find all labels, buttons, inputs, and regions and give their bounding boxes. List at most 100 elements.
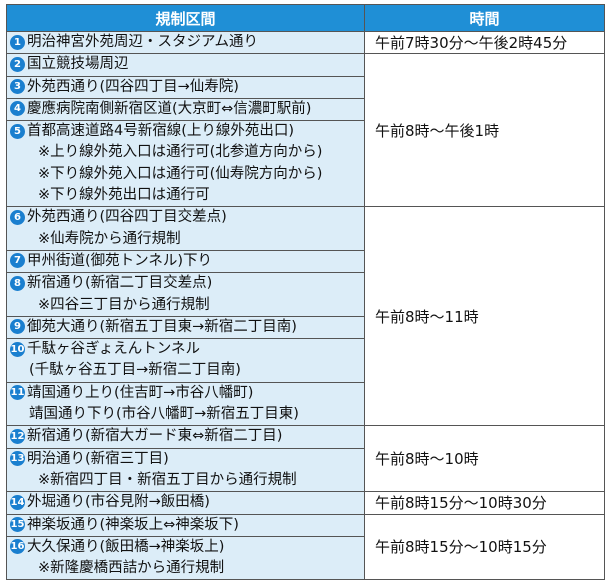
table-row: 10 千駄ヶ谷ぎょえんトンネル (千駄ヶ谷五丁目→新宿二丁目南) (6, 338, 605, 383)
number-badge: 7 (10, 253, 25, 269)
number-badge: 2 (10, 56, 25, 72)
section-text: 外苑西通り(四谷四丁目→仙寿院) (27, 78, 239, 95)
section-line: 11 靖国通り上り(住吉町→市谷八幡町) (10, 383, 361, 404)
section-line: 8 新宿通り(新宿二丁目交差点) (10, 273, 361, 294)
section-line: ※新宿四丁目・新宿五丁目から通行規制 (38, 471, 297, 488)
number-badge: 15 (10, 517, 25, 533)
section-line: ※新隆慶橋西詰から通行規制 (38, 560, 225, 577)
section-line: ※仙寿院から通行規制 (38, 230, 181, 247)
section-text: 国立競技場周辺 (27, 56, 129, 73)
number-badge: 10 (10, 341, 25, 357)
section-cell: 2 国立競技場周辺 (6, 53, 365, 77)
section-text: 御苑大通り(新宿五丁目東→新宿二丁目南) (27, 318, 297, 335)
table-row: 1 明治神宮外苑周辺・スタジアム通り 午前7時30分～午後2時45分 (6, 30, 605, 55)
section-text: 外堀通り(市谷見附→飯田橋) (27, 494, 210, 511)
section-line: ※下り線外苑出口は通行可 (38, 187, 210, 204)
section-line: 3 外苑西通り(四谷四丁目→仙寿院) (10, 77, 361, 98)
table-row: 13 明治通り(新宿三丁目) ※新宿四丁目・新宿五丁目から通行規制 (6, 447, 605, 493)
section-text: 慶應病院南側新宿区道(大京町⇔信濃町駅前) (27, 100, 312, 117)
section-cell: 8 新宿通り(新宿二丁目交差点) ※四谷三丁目から通行規制 (6, 272, 365, 317)
section-line: 5 首都高速道路4号新宿線(上り線外苑出口) (10, 121, 361, 142)
table-row: 7 甲州街道(御苑トンネル)下り (6, 249, 605, 274)
time-cell: 午前7時30分～午後2時45分 (364, 30, 605, 55)
section-cell: 16 大久保通り(飯田橋→神楽坂上) ※新隆慶橋西詰から通行規制 (6, 535, 365, 580)
table-row: 5 首都高速道路4号新宿線(上り線外苑出口) ※上り線外苑入口は通行可(北参道方向か… (6, 120, 605, 208)
header-row: 規制区間 時間 (6, 4, 605, 32)
section-cell: 6 外苑西通り(四谷四丁目交差点) ※仙寿院から通行規制 (6, 206, 365, 251)
number-badge: 12 (10, 428, 25, 444)
section-cell: 12 新宿通り(新宿大ガード東⇔新宿二丁目) (6, 425, 365, 449)
section-text: 靖国通り上り(住吉町→市谷八幡町) (27, 384, 254, 401)
time-cell: 午前8時～10時 (364, 425, 605, 493)
number-badge: 3 (10, 79, 25, 95)
number-badge: 1 (10, 34, 25, 50)
number-badge: 13 (10, 451, 25, 467)
number-badge: 14 (10, 494, 25, 510)
number-badge: 9 (10, 319, 25, 335)
section-line: 9 御苑大通り(新宿五丁目東→新宿二丁目南) (10, 317, 361, 338)
section-line: ※下り線外苑入口は通行可(仙寿院方向から) (38, 165, 323, 182)
header-cell: 時間 (364, 4, 605, 32)
section-line: 7 甲州街道(御苑トンネル)下り (10, 251, 361, 272)
section-line: 2 国立競技場周辺 (10, 54, 361, 75)
table-row: 4 慶應病院南側新宿区道(大京町⇔信濃町駅前) (6, 97, 605, 122)
section-text: 大久保通り(飯田橋→神楽坂上) (27, 538, 225, 555)
section-line: 10 千駄ヶ谷ぎょえんトンネル (10, 339, 361, 360)
section-text: 千駄ヶ谷ぎょえんトンネル (27, 341, 200, 358)
section-line: (千駄ヶ谷五丁目→新宿二丁目南) (29, 362, 241, 379)
time-cell: 午前8時～11時 (364, 206, 605, 427)
section-line: 16 大久保通り(飯田橋→神楽坂上) (10, 537, 361, 558)
table-row: 3 外苑西通り(四谷四丁目→仙寿院) (6, 75, 605, 99)
section-line: 12 新宿通り(新宿大ガード東⇔新宿二丁目) (10, 426, 361, 447)
section-cell: 13 明治通り(新宿三丁目) ※新宿四丁目・新宿五丁目から通行規制 (6, 447, 365, 493)
section-cell: 11 靖国通り上り(住吉町→市谷八幡町) 靖国通り下り(市谷八幡町→新宿五丁目東) (6, 381, 365, 427)
section-line: ※上り線外苑入口は通行可(北参道方向から) (38, 144, 323, 161)
time-cell: 午前8時～午後1時 (364, 53, 605, 208)
section-cell: 1 明治神宮外苑周辺・スタジアム通り (6, 30, 365, 55)
time-cell: 午前8時15分～10時30分 (364, 491, 605, 515)
section-cell: 3 外苑西通り(四谷四丁目→仙寿院) (6, 75, 365, 99)
table-body: 1 明治神宮外苑周辺・スタジアム通り 午前7時30分～午後2時45分 2 国立競技場周辺… (6, 30, 605, 580)
section-line: ※四谷三丁目から通行規制 (38, 296, 210, 313)
table-row: 12 新宿通り(新宿大ガード東⇔新宿二丁目) 午前8時～10時 (6, 425, 605, 493)
table-row: 16 大久保通り(飯田橋→神楽坂上) ※新隆慶橋西詰から通行規制 (6, 535, 605, 580)
regulation-table: 規制区間 時間 1 明治神宮外苑周辺・スタジアム通り 午前7時30分～午後2時45分… (6, 4, 605, 580)
section-text: 外苑西通り(四谷四丁目交差点) (27, 209, 227, 226)
number-badge: 8 (10, 275, 25, 291)
section-text: 甲州街道(御苑トンネル)下り (27, 252, 213, 269)
section-cell: 5 首都高速道路4号新宿線(上り線外苑出口) ※上り線外苑入口は通行可(北参道方向か… (6, 120, 365, 208)
section-line: 1 明治神宮外苑周辺・スタジアム通り (10, 32, 361, 53)
section-cell: 4 慶應病院南側新宿区道(大京町⇔信濃町駅前) (6, 97, 365, 122)
section-line: 4 慶應病院南側新宿区道(大京町⇔信濃町駅前) (10, 99, 361, 120)
table-row: 11 靖国通り上り(住吉町→市谷八幡町) 靖国通り下り(市谷八幡町→新宿五丁目東) (6, 381, 605, 427)
header-cell: 規制区間 (6, 4, 365, 32)
section-text: 明治通り(新宿三丁目) (27, 450, 169, 467)
table-row: 15 神楽坂通り(神楽坂上⇔神楽坂下) 午前8時15分～10時15分 (6, 513, 605, 580)
table-row: 9 御苑大通り(新宿五丁目東→新宿二丁目南) (6, 315, 605, 340)
section-line: 靖国通り下り(市谷八幡町→新宿五丁目東) (29, 406, 299, 423)
section-cell: 7 甲州街道(御苑トンネル)下り (6, 249, 365, 274)
table-row: 14 外堀通り(市谷見附→飯田橋) 午前8時15分～10時30分 (6, 491, 605, 515)
section-text: 神楽坂通り(神楽坂上⇔神楽坂下) (27, 516, 239, 533)
table-row: 6 外苑西通り(四谷四丁目交差点) ※仙寿院から通行規制 午前8時～11時 (6, 206, 605, 427)
number-badge: 5 (10, 123, 25, 139)
section-text: 首都高速道路4号新宿線(上り線外苑出口) (27, 123, 295, 140)
number-badge: 16 (10, 539, 25, 555)
section-text: 新宿通り(新宿大ガード東⇔新宿二丁目) (27, 428, 283, 445)
number-badge: 6 (10, 209, 25, 225)
number-badge: 11 (10, 385, 25, 401)
section-cell: 14 外堀通り(市谷見附→飯田橋) (6, 491, 365, 515)
section-text: 明治神宮外苑周辺・スタジアム通り (27, 34, 258, 50)
time-cell: 午前8時15分～10時15分 (364, 513, 605, 580)
section-cell: 9 御苑大通り(新宿五丁目東→新宿二丁目南) (6, 315, 365, 340)
section-cell: 10 千駄ヶ谷ぎょえんトンネル (千駄ヶ谷五丁目→新宿二丁目南) (6, 338, 365, 383)
section-text: 新宿通り(新宿二丁目交差点) (27, 275, 213, 292)
section-line: 14 外堀通り(市谷見附→飯田橋) (10, 492, 361, 513)
section-line: 15 神楽坂通り(神楽坂上⇔神楽坂下) (10, 515, 361, 536)
section-line: 6 外苑西通り(四谷四丁目交差点) (10, 207, 361, 228)
table-row: 2 国立競技場周辺 午前8時～午後1時 (6, 53, 605, 208)
section-line: 13 明治通り(新宿三丁目) (10, 449, 361, 470)
section-cell: 15 神楽坂通り(神楽坂上⇔神楽坂下) (6, 513, 365, 537)
number-badge: 4 (10, 101, 25, 117)
